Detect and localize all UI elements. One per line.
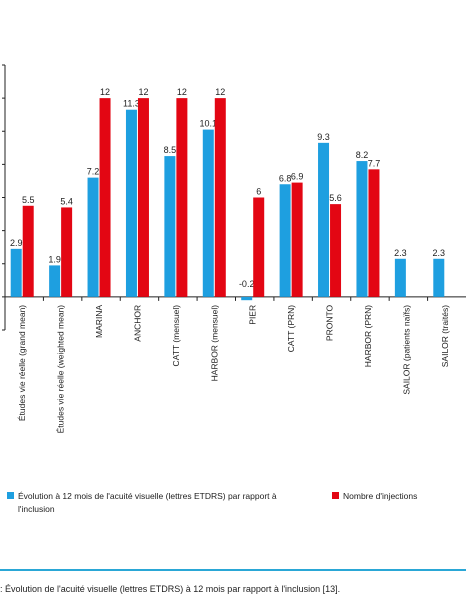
legend-swatch-red — [332, 492, 339, 499]
category-label: PIER — [248, 305, 258, 325]
bar-injections — [99, 98, 111, 297]
data-label-visual-acuity: 1.9 — [48, 254, 61, 264]
bar-visual-acuity — [125, 109, 137, 297]
data-label-visual-acuity: 2.3 — [394, 248, 407, 258]
data-label-injections: 12 — [100, 87, 110, 97]
category-label: HARBOR (mensuel) — [209, 305, 219, 382]
bar-injections — [61, 207, 73, 297]
data-label-visual-acuity: -0.2 — [239, 279, 255, 289]
bar-injections — [22, 205, 34, 297]
bar-visual-acuity — [433, 258, 445, 297]
caption-divider — [0, 569, 466, 571]
bar-injections — [368, 169, 380, 297]
data-label-visual-acuity: 10.1 — [200, 119, 218, 129]
bar-visual-acuity — [241, 296, 253, 301]
bar-visual-acuity — [49, 265, 61, 297]
data-label-injections: 6 — [256, 187, 261, 197]
data-label-injections: 5.4 — [60, 196, 73, 206]
bar-visual-acuity — [87, 177, 99, 297]
legend-label-injections: Nombre d'injections — [343, 491, 418, 501]
category-label: ANCHOR — [132, 305, 142, 342]
bar-injections — [214, 98, 226, 297]
data-label-injections: 6.9 — [291, 172, 304, 182]
bar-injections — [253, 197, 265, 297]
bar-visual-acuity — [356, 161, 368, 297]
data-label-visual-acuity: 2.9 — [10, 238, 23, 248]
data-label-visual-acuity: 2.3 — [433, 248, 446, 258]
category-label: SAILOR (patients naïfs) — [401, 305, 411, 395]
data-label-visual-acuity: 6.8 — [279, 173, 292, 183]
bar-injections — [330, 204, 342, 297]
data-label-injections: 5.5 — [22, 195, 35, 205]
category-label: Études vie réelle (grand mean) — [17, 305, 27, 421]
bar-visual-acuity — [318, 142, 330, 297]
data-label-visual-acuity: 9.3 — [317, 132, 330, 142]
bar-visual-acuity — [279, 184, 291, 297]
legend-swatch-blue — [7, 492, 14, 499]
bar-chart: 2.9 5.5 Études vie réelle (grand mean) 1.9 5… — [2, 64, 466, 434]
category-label: PRONTO — [325, 304, 335, 341]
data-label-injections: 12 — [138, 87, 148, 97]
data-label-injections: 12 — [215, 87, 225, 97]
data-label-injections: 12 — [177, 87, 187, 97]
category-label: Études vie réelle (weighted mean) — [56, 305, 66, 434]
data-label-visual-acuity: 8.5 — [164, 145, 177, 155]
data-label-injections: 5.6 — [329, 193, 342, 203]
data-label-injections: 7.7 — [368, 158, 381, 168]
category-label: HARBOR (PRN) — [363, 305, 373, 368]
bar-injections — [176, 98, 188, 297]
data-label-visual-acuity: 7.2 — [87, 167, 100, 177]
bar-visual-acuity — [10, 248, 22, 297]
legend-label-visual-acuity: Évolution à 12 mois de l'acuité visuelle… — [18, 491, 277, 514]
category-label: SAILOR (traités) — [440, 305, 450, 368]
data-label-visual-acuity: 11.3 — [123, 99, 140, 109]
category-label: CATT (mensuel) — [171, 305, 181, 367]
category-label: CATT (PRN) — [286, 305, 296, 353]
bar-visual-acuity — [394, 258, 406, 297]
bar-visual-acuity — [202, 129, 214, 297]
figure-caption: : Évolution de l'acuité visuelle (lettre… — [0, 584, 341, 594]
data-label-visual-acuity: 8.2 — [356, 150, 369, 160]
bar-visual-acuity — [164, 156, 176, 297]
category-label: MARINA — [94, 305, 104, 338]
bar-injections — [291, 182, 303, 297]
bar-injections — [137, 98, 149, 297]
